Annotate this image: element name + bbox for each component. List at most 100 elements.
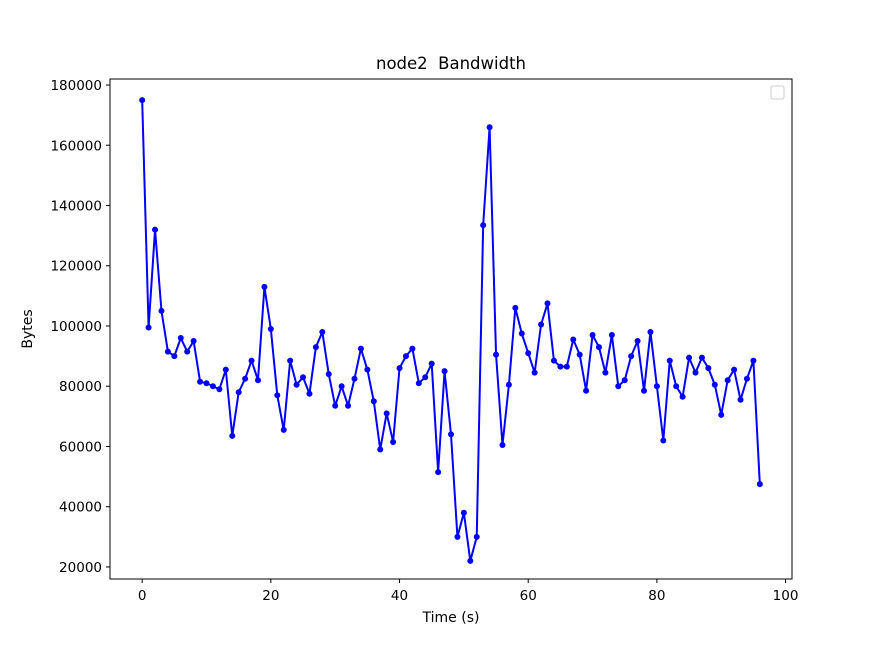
data-point [505, 381, 512, 388]
data-point [274, 392, 281, 399]
data-point [164, 348, 171, 355]
data-point [724, 377, 731, 384]
x-tick-label: 20 [262, 588, 279, 604]
plot-frame [109, 78, 793, 580]
data-point [139, 97, 146, 104]
data-point [518, 330, 525, 337]
data-point [435, 469, 442, 476]
data-point [422, 374, 429, 381]
data-point [377, 446, 384, 453]
data-point [325, 371, 332, 378]
data-point [608, 332, 615, 339]
y-tick-label: 120000 [50, 259, 102, 275]
data-point [544, 300, 551, 307]
data-point [390, 438, 397, 445]
data-point [602, 369, 609, 376]
data-point [711, 381, 718, 388]
data-point [383, 410, 390, 417]
series-layer [139, 97, 763, 564]
data-point [493, 351, 500, 358]
data-point [280, 426, 287, 433]
data-point [692, 369, 699, 376]
data-point [293, 381, 300, 388]
x-tick-label: 60 [520, 588, 537, 604]
data-point [499, 441, 506, 448]
data-point [190, 338, 197, 345]
data-point [583, 387, 590, 394]
data-point [364, 366, 371, 373]
data-point [550, 357, 557, 364]
data-point [737, 396, 744, 403]
data-point [145, 324, 152, 331]
data-point [312, 344, 319, 351]
data-point [402, 353, 409, 360]
data-point [673, 383, 680, 390]
data-point [634, 338, 641, 345]
data-point [647, 329, 654, 336]
data-point [666, 357, 673, 364]
data-point [525, 350, 532, 357]
data-point [345, 402, 352, 409]
data-point [557, 363, 564, 370]
data-point [428, 360, 435, 367]
y-tick-label: 180000 [50, 78, 102, 94]
data-point [171, 353, 178, 360]
data-point [357, 345, 364, 352]
y-tick-label: 20000 [59, 560, 102, 576]
data-point [409, 345, 416, 352]
chart-title: node2 Bandwidth [376, 54, 526, 73]
y-tick-label: 40000 [59, 500, 102, 516]
data-point [158, 307, 165, 314]
data-point [621, 377, 628, 384]
data-point [750, 357, 757, 364]
data-point [306, 390, 313, 397]
x-axis-label: Time (s) [422, 610, 480, 626]
x-tick-label: 80 [648, 588, 665, 604]
data-point [287, 357, 294, 364]
y-tick-label: 160000 [50, 138, 102, 154]
x-tick-label: 100 [773, 588, 799, 604]
data-point [300, 374, 307, 381]
data-point [660, 437, 667, 444]
data-point [589, 332, 596, 339]
data-point [254, 377, 261, 384]
data-point [705, 365, 712, 372]
data-point [563, 363, 570, 370]
data-point [628, 353, 635, 360]
data-point [441, 368, 448, 375]
data-point [332, 402, 339, 409]
data-point [229, 432, 236, 439]
ticks-layer: 0 20 40 60 80 100 20000 40000 60000 80000 100000 12… [50, 78, 798, 604]
data-point [415, 380, 422, 387]
data-point [370, 398, 377, 405]
data-point [319, 329, 326, 336]
data-point [235, 389, 242, 396]
y-axis-label: Bytes [20, 309, 36, 348]
data-point [448, 431, 454, 438]
y-tick-label: 100000 [50, 319, 102, 335]
data-point [152, 226, 159, 233]
data-point [222, 366, 229, 373]
data-point [595, 344, 602, 351]
data-point [216, 386, 223, 393]
y-tick-label: 60000 [59, 439, 102, 455]
data-point [248, 357, 255, 364]
data-point [486, 124, 493, 131]
data-point [203, 380, 210, 387]
data-point [570, 336, 577, 343]
data-point [512, 304, 519, 311]
data-point [261, 283, 268, 290]
data-point [197, 378, 204, 385]
y-tick-label: 140000 [50, 199, 102, 215]
data-point [743, 375, 750, 382]
data-point [718, 411, 725, 418]
data-point [686, 354, 693, 361]
data-point [242, 375, 249, 382]
data-point [576, 351, 583, 358]
data-point [338, 383, 345, 390]
x-tick-label: 0 [138, 588, 147, 604]
data-point [480, 222, 487, 229]
data-point [177, 335, 184, 342]
data-point [454, 533, 461, 540]
